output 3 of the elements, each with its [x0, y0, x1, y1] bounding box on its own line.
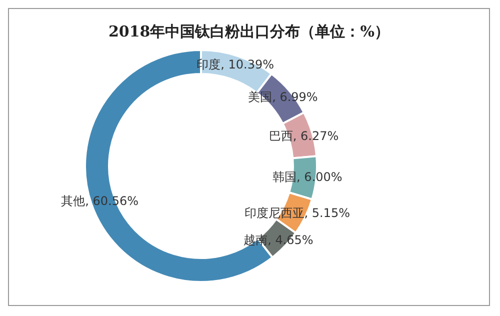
slice-label: 印度尼西亚, 5.15% [244, 206, 350, 220]
chart-title: 2018年中国钛白粉出口分布（单位：%） [108, 22, 390, 40]
slice-label: 巴西, 6.27% [268, 129, 339, 144]
